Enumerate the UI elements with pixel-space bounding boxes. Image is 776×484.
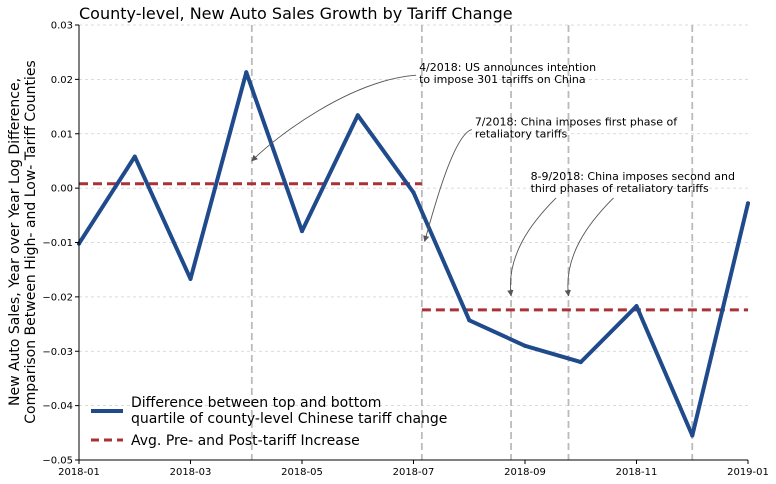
x-tick-label: 2019-01: [727, 467, 769, 478]
annotation-arrow: [564, 197, 614, 297]
data-point: [300, 229, 304, 234]
data-point: [578, 360, 583, 365]
annotation-arrow: [251, 74, 417, 162]
annotation-text: 7/2018: China imposes first phase of: [475, 116, 678, 129]
annotation-text: retaliatory tariffs: [475, 128, 568, 141]
x-tick-label: 2018-11: [616, 467, 658, 478]
data-point: [746, 201, 750, 206]
annotation-text: third phases of retaliatory tariffs: [531, 182, 709, 195]
data-point: [634, 304, 639, 309]
event-lines: [250, 25, 694, 460]
annotation-arrow: [423, 129, 472, 243]
grid: [79, 24, 748, 407]
data-point: [467, 318, 472, 323]
data-point: [523, 343, 527, 348]
y-tick-label: −0.02: [42, 292, 73, 303]
legend-label-series-line-2: quartile of county-level Chinese tariff …: [131, 411, 447, 427]
x-tick-label: 2018-05: [281, 467, 323, 478]
x-tick-label: 2018-09: [504, 467, 546, 478]
y-axis-label-line-2: Comparison Between High- and Low- Tariff…: [23, 60, 39, 423]
y-tick-label: 0.01: [51, 129, 73, 140]
series: [77, 70, 750, 438]
y-tick-label: −0.01: [42, 238, 73, 249]
y-tick-label: 0.00: [51, 184, 73, 195]
x-tick-label: 2018-07: [393, 467, 435, 478]
data-point: [132, 154, 137, 159]
y-tick-label: −0.04: [42, 401, 73, 412]
data-point: [188, 276, 193, 281]
x-tick-label: 2018-03: [170, 467, 212, 478]
y-tick-label: 0.02: [51, 75, 73, 86]
chart-title: County-level, New Auto Sales Growth by T…: [79, 4, 513, 23]
y-tick-label: 0.03: [51, 21, 73, 32]
annotation-arrow: [507, 197, 557, 297]
y-tick-label: −0.05: [42, 456, 73, 467]
x-tick-label: 2018-01: [58, 467, 100, 478]
legend-label-series-line-1: Difference between top and bottom: [131, 395, 381, 411]
average-lines: [79, 182, 748, 312]
y-ticks: −0.05 −0.04 −0.03 −0.02 −0.01 0.00 0.01 0.02 0.0…: [42, 21, 79, 467]
annotation-text: 4/2018: US announces intention: [419, 61, 596, 74]
annotation-text: to impose 301 tariffs on China: [419, 73, 586, 86]
y-axis-label-line-1: New Auto Sales, Year over Year Log Diffe…: [7, 78, 23, 406]
data-point: [411, 190, 416, 195]
legend: Difference between top and bottom quarti…: [91, 395, 447, 449]
data-point: [244, 70, 249, 75]
y-tick-label: −0.03: [42, 347, 73, 358]
data-point: [355, 113, 360, 118]
x-ticks: 2018-01 2018-03 2018-05 2018-07 2018-09 2018-…: [58, 460, 769, 478]
annotation-text: 8-9/2018: China imposes second and: [531, 170, 735, 183]
legend-label-average: Avg. Pre- and Post-tariff Increase: [131, 433, 360, 449]
data-point: [690, 433, 695, 438]
